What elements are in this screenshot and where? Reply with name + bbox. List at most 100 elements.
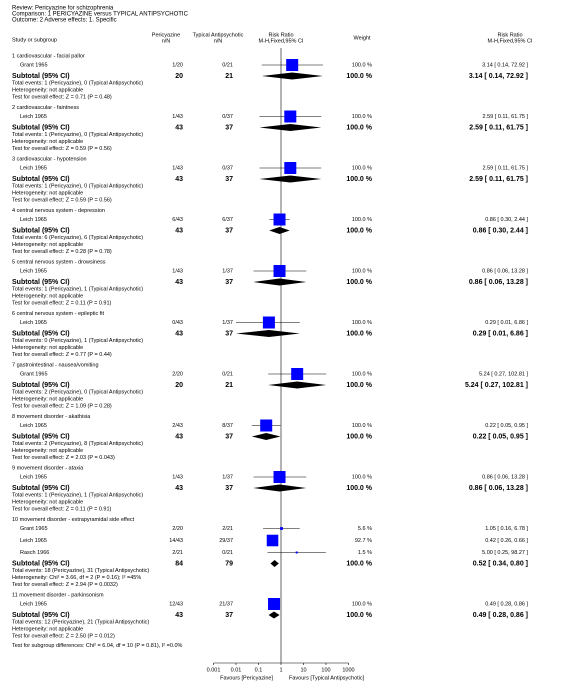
total-events: Total events: 1 (Pericyazine), 0 (Typica…: [12, 132, 143, 138]
subtotal-ctrl: 37: [225, 176, 233, 183]
subgroup-title: 3 cardiovascular - hypotension: [12, 156, 87, 162]
study-square: [262, 316, 275, 329]
risk-ratio: 0.86 [ 0.30, 2.44 ]: [485, 217, 528, 223]
overall-effect: Test for overall effect: Z = 1.09 (P = 0…: [12, 403, 112, 409]
subtotal-name: Subtotal (95% CI): [12, 433, 70, 440]
weight: 100.0 %: [352, 62, 372, 68]
ctrl-events: 1/37: [222, 474, 233, 480]
risk-ratio: 0.42 [ 0.26, 0.66 ]: [485, 538, 528, 544]
ctrl-events: 8/37: [222, 423, 233, 429]
subtotal-exp: 43: [175, 279, 183, 286]
risk-ratio: 0.86 [ 0.06, 13.28 ]: [482, 474, 528, 480]
exp-events: 1/43: [172, 474, 183, 480]
study-square: [260, 419, 273, 432]
overall-effect: Test for overall effect: Z = 0.11 (P = 0…: [12, 300, 112, 306]
subtotal-ctrl: 21: [225, 73, 233, 80]
ctrl-events: 1/37: [222, 320, 233, 326]
subtotal-diamond: [236, 330, 300, 337]
weight: 1.5 %: [358, 550, 372, 556]
study-name: Leich 1965: [20, 474, 47, 480]
subtotal-diamond: [259, 124, 322, 131]
subtotal-ratio: 0.52 [ 0.34, 0.80 ]: [473, 560, 528, 567]
subtotal-ratio: 0.86 [ 0.30, 2.44 ]: [473, 227, 528, 234]
subtotal-name: Subtotal (95% CI): [12, 612, 70, 619]
favours-left: Favours [Pericyazine]: [220, 675, 273, 681]
weight: 100.0 %: [352, 423, 372, 429]
subtotal-ratio: 5.24 [ 0.27, 102.81 ]: [465, 382, 528, 389]
subtotal-ratio: 2.59 [ 0.11, 61.75 ]: [469, 176, 528, 183]
weight: 100.0 %: [352, 268, 372, 274]
study-square: [268, 598, 281, 610]
total-events: Total events: 12 (Pericyazine), 21 (Typi…: [12, 619, 149, 625]
subtotal-exp: 43: [175, 433, 183, 440]
subtotal-weight: 100.0 %: [346, 612, 372, 619]
subtotal-ratio: 0.49 [ 0.28, 0.86 ]: [473, 612, 528, 619]
risk-ratio: 0.86 [ 0.06, 13.28 ]: [482, 268, 528, 274]
x-tick-label: 1: [279, 667, 282, 673]
subtotal-exp: 20: [175, 382, 183, 389]
subtotal-name: Subtotal (95% CI): [12, 382, 70, 389]
weight: 100.0 %: [352, 474, 372, 480]
subtotal-exp: 43: [175, 176, 183, 183]
overall-effect: Test for overall effect: Z = 0.71 (P = 0…: [12, 94, 112, 100]
weight: 100.0 %: [352, 165, 372, 171]
study-name: Leich 1965: [20, 538, 47, 544]
subtotal-weight: 100.0 %: [346, 124, 372, 131]
subtotal-ctrl: 37: [225, 330, 233, 337]
subtotal-exp: 43: [175, 612, 183, 619]
subtotal-exp: 43: [175, 330, 183, 337]
column-header: n/N: [162, 38, 171, 44]
overall-effect: Test for overall effect: Z = 2.94 (P = 0…: [12, 582, 118, 588]
ctrl-events: 21/37: [219, 601, 233, 607]
study-name: Leich 1965: [20, 217, 47, 223]
study-square: [284, 162, 297, 174]
overall-effect: Test for overall effect: Z = 0.59 (P = 0…: [12, 146, 112, 152]
subgroup-title: 11 movement disorder - parkinsonism: [12, 592, 104, 598]
study-name: Leich 1965: [20, 165, 47, 171]
favours-right: Favours [Typical Antipsychotic]: [289, 675, 365, 681]
subgroup-title: 9 movement disorder - ataxia: [12, 465, 84, 471]
subtotal-diamond: [251, 433, 281, 440]
subtotal-diamond: [261, 72, 323, 80]
heterogeneity: Heterogeneity: not applicable: [12, 345, 83, 351]
ctrl-events: 0/37: [222, 114, 233, 120]
risk-ratio: 5.00 [ 0.25, 98.27 ]: [482, 550, 528, 556]
subtotal-weight: 100.0 %: [346, 279, 372, 286]
x-tick-label: 100: [321, 667, 330, 673]
study-name: Leich 1965: [20, 320, 47, 326]
ctrl-events: 0/21: [222, 550, 233, 556]
study-name: Grant 1965: [20, 371, 48, 377]
column-header: Pericyazine: [152, 32, 180, 38]
weight: 100.0 %: [352, 371, 372, 377]
column-header: Study or subgroup: [12, 37, 57, 43]
risk-ratio: 0.22 [ 0.05, 0.95 ]: [485, 423, 528, 429]
subgroup-title: 2 cardiovascular - faintness: [12, 105, 79, 111]
subgroup-test: Test for subgroup differences: Chi² = 6.…: [12, 643, 183, 649]
outcome: Outcome: 2 Adverse effects: 1. Specific: [12, 18, 117, 24]
column-header: n/N: [214, 38, 223, 44]
weight: 100.0 %: [352, 601, 372, 607]
risk-ratio: 2.59 [ 0.11, 61.75 ]: [483, 114, 529, 120]
study-square: [273, 265, 286, 277]
study-square: [295, 551, 298, 554]
exp-events: 12/43: [169, 601, 183, 607]
study-square: [266, 534, 279, 547]
study-square: [273, 213, 286, 226]
subtotal-weight: 100.0 %: [346, 176, 372, 183]
heterogeneity: Heterogeneity: not applicable: [12, 139, 83, 145]
exp-events: 0/43: [172, 320, 183, 326]
ctrl-events: 6/37: [222, 217, 233, 223]
weight: 100.0 %: [352, 320, 372, 326]
subtotal-ratio: 2.59 [ 0.11, 61.75 ]: [469, 124, 528, 131]
heterogeneity: Heterogeneity: not applicable: [12, 87, 83, 93]
overall-effect: Test for overall effect: Z = 2.03 (P = 0…: [12, 455, 115, 461]
study-square: [280, 527, 283, 530]
heterogeneity: Heterogeneity: not applicable: [12, 396, 83, 402]
subtotal-ratio: 0.22 [ 0.05, 0.95 ]: [473, 433, 528, 440]
subtotal-ctrl: 37: [225, 612, 233, 619]
ctrl-events: 0/21: [222, 371, 233, 377]
subtotal-weight: 100.0 %: [346, 485, 372, 492]
subtotal-diamond: [270, 560, 279, 567]
weight: 100.0 %: [352, 114, 372, 120]
